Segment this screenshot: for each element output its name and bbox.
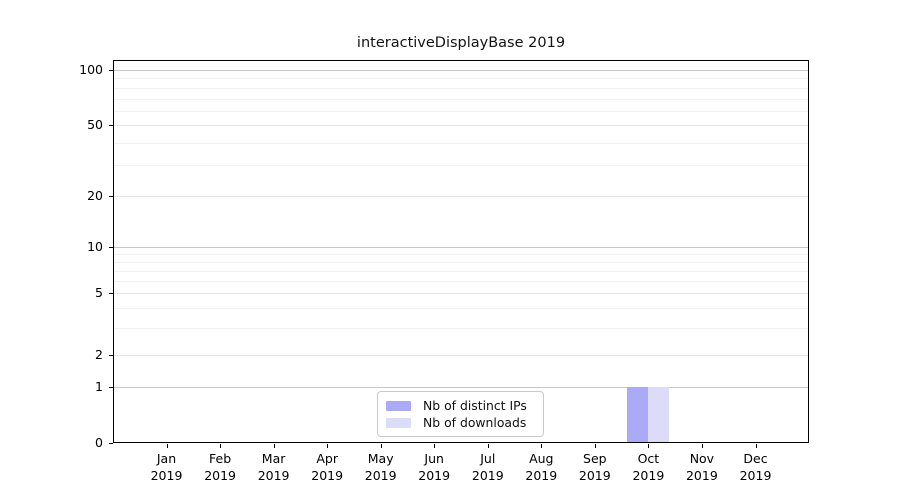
chart-title: interactiveDisplayBase 2019 bbox=[356, 35, 566, 51]
x-tick-mark-jan bbox=[166, 444, 168, 448]
year-label: 2019 bbox=[739, 468, 772, 483]
x-tick-label-aug: Aug 2019 bbox=[509, 450, 573, 484]
year-label: 2019 bbox=[257, 468, 290, 483]
x-tick-mark-aug bbox=[541, 444, 543, 448]
y-tick-label-5: 5 bbox=[95, 285, 103, 301]
y-minor-gridline-3 bbox=[113, 327, 809, 329]
y-tick-mark-2 bbox=[109, 355, 113, 356]
y-tick-label-100: 100 bbox=[79, 62, 103, 77]
y-minor-gridline-60 bbox=[113, 110, 809, 112]
y-tick-mark-100 bbox=[109, 70, 113, 71]
year-label: 2019 bbox=[204, 468, 236, 483]
y-tick-mark-1 bbox=[109, 386, 113, 388]
month-label: Dec bbox=[743, 451, 768, 466]
legend-swatch-distinct-ips-icon bbox=[386, 400, 411, 411]
y-minor-gridline-4 bbox=[113, 308, 809, 310]
x-tick-label-feb: Feb 2019 bbox=[188, 450, 252, 484]
x-tick-label-dec: Dec 2019 bbox=[724, 450, 788, 484]
x-tick-mark-oct bbox=[648, 444, 650, 448]
x-tick-label-mar: Mar 2019 bbox=[242, 450, 306, 484]
year-label: 2019 bbox=[471, 468, 504, 483]
y-gridline-1 bbox=[113, 386, 809, 388]
x-tick-label-sep: Sep 2019 bbox=[563, 450, 627, 484]
month-label: Feb bbox=[209, 451, 232, 466]
year-label: 2019 bbox=[418, 468, 451, 483]
x-tick-label-apr: Apr 2019 bbox=[295, 450, 359, 484]
month-label: Oct bbox=[637, 451, 660, 466]
month-label: Aug bbox=[529, 451, 554, 466]
month-label: Nov bbox=[689, 451, 715, 466]
x-tick-mark-may bbox=[380, 444, 382, 448]
y-gridline-5 bbox=[113, 293, 809, 295]
x-tick-label-jul: Jul 2019 bbox=[456, 450, 520, 484]
x-tick-mark-feb bbox=[220, 444, 222, 448]
month-label: Jul bbox=[480, 451, 496, 466]
year-label: 2019 bbox=[525, 468, 558, 483]
bar-nb-of-downloads-oct bbox=[648, 386, 670, 443]
year-label: 2019 bbox=[632, 468, 665, 483]
month-label: Mar bbox=[261, 451, 286, 466]
y-gridline-2 bbox=[113, 355, 809, 356]
y-minor-gridline-40 bbox=[113, 142, 809, 144]
x-tick-label-jan: Jan 2019 bbox=[135, 450, 199, 484]
bar-nb-of-distinct-ips-oct bbox=[627, 386, 649, 443]
y-minor-gridline-6 bbox=[113, 281, 809, 282]
y-minor-gridline-90 bbox=[113, 78, 809, 80]
x-tick-label-nov: Nov 2019 bbox=[670, 450, 734, 484]
y-minor-gridline-7 bbox=[113, 270, 809, 272]
y-tick-label-10: 10 bbox=[87, 238, 103, 254]
x-tick-mark-jun bbox=[434, 444, 436, 448]
legend-item-downloads: Nb of downloads bbox=[386, 414, 535, 431]
y-tick-mark-20 bbox=[109, 196, 113, 197]
y-minor-gridline-80 bbox=[113, 87, 809, 89]
y-minor-gridline-9 bbox=[113, 253, 809, 255]
y-tick-mark-50 bbox=[109, 125, 113, 127]
x-tick-mark-nov bbox=[701, 444, 703, 448]
year-label: 2019 bbox=[364, 468, 397, 483]
legend-label-distinct-ips: Nb of distinct IPs bbox=[423, 398, 527, 413]
y-minor-gridline-8 bbox=[113, 261, 809, 263]
y-tick-label-0: 0 bbox=[95, 435, 103, 450]
x-tick-label-oct: Oct 2019 bbox=[616, 450, 680, 484]
x-tick-mark-sep bbox=[594, 444, 596, 448]
y-minor-gridline-30 bbox=[113, 164, 809, 166]
month-label: Sep bbox=[583, 451, 607, 466]
plot-area bbox=[113, 60, 809, 443]
y-tick-label-2: 2 bbox=[95, 347, 103, 362]
legend-item-distinct-ips: Nb of distinct IPs bbox=[386, 397, 535, 414]
x-tick-mark-dec bbox=[755, 444, 757, 448]
x-tick-mark-mar bbox=[273, 444, 275, 448]
legend-swatch-downloads-icon bbox=[386, 417, 411, 428]
x-tick-label-may: May 2019 bbox=[349, 450, 413, 484]
year-label: 2019 bbox=[311, 468, 344, 483]
month-label: May bbox=[367, 451, 394, 466]
month-label: Jun bbox=[424, 451, 444, 466]
y-tick-mark-0 bbox=[109, 443, 113, 444]
legend-label-downloads: Nb of downloads bbox=[423, 415, 527, 430]
x-tick-mark-apr bbox=[327, 444, 329, 448]
y-tick-mark-5 bbox=[109, 293, 113, 295]
y-gridline-10 bbox=[113, 246, 809, 248]
y-tick-label-1: 1 bbox=[95, 378, 103, 394]
legend: Nb of distinct IPs Nb of downloads bbox=[377, 391, 544, 437]
y-gridline-50 bbox=[113, 125, 809, 127]
month-label: Jan bbox=[156, 451, 177, 466]
y-minor-gridline-70 bbox=[113, 98, 809, 100]
year-label: 2019 bbox=[150, 468, 183, 483]
y-gridline-100 bbox=[113, 70, 809, 71]
year-label: 2019 bbox=[578, 468, 611, 483]
y-gridline-20 bbox=[113, 196, 809, 197]
year-label: 2019 bbox=[685, 468, 718, 483]
x-tick-mark-jul bbox=[487, 444, 489, 448]
plot-frame bbox=[113, 60, 809, 443]
month-label: Apr bbox=[316, 451, 338, 466]
y-tick-label-20: 20 bbox=[87, 188, 103, 203]
x-tick-label-jun: Jun 2019 bbox=[402, 450, 466, 484]
y-tick-label-50: 50 bbox=[87, 117, 103, 133]
y-tick-mark-10 bbox=[109, 246, 113, 248]
